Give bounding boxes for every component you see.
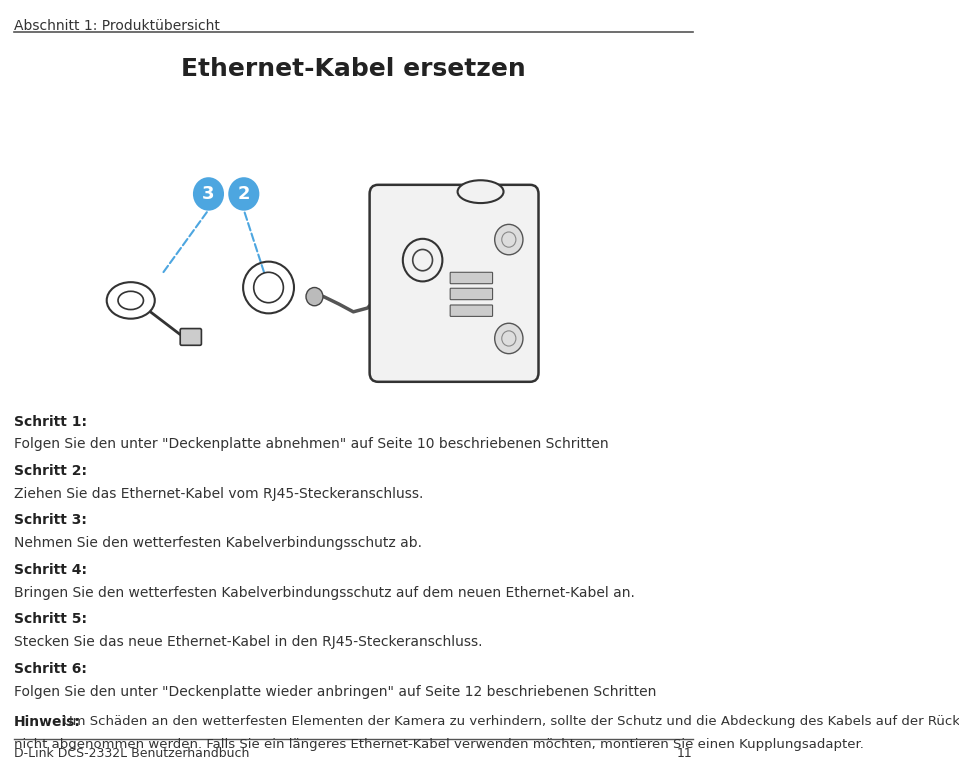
Text: Ziehen Sie das Ethernet-Kabel vom RJ45-Steckeranschluss.: Ziehen Sie das Ethernet-Kabel vom RJ45-S… (14, 487, 424, 501)
Text: Bringen Sie den wetterfesten Kabelverbindungsschutz auf dem neuen Ethernet-Kabel: Bringen Sie den wetterfesten Kabelverbin… (14, 586, 635, 600)
Text: 2: 2 (238, 185, 250, 203)
FancyBboxPatch shape (369, 185, 539, 382)
Circle shape (495, 324, 523, 354)
FancyBboxPatch shape (180, 329, 201, 346)
Text: Ethernet-Kabel ersetzen: Ethernet-Kabel ersetzen (181, 57, 526, 81)
Circle shape (495, 224, 523, 255)
Text: 11: 11 (677, 747, 692, 760)
Text: D-Link DCS-2332L Benutzerhandbuch: D-Link DCS-2332L Benutzerhandbuch (14, 747, 249, 760)
FancyBboxPatch shape (450, 272, 493, 284)
FancyBboxPatch shape (450, 305, 493, 317)
Text: nicht abgenommen werden. Falls Sie ein längeres Ethernet-Kabel verwenden möchten: nicht abgenommen werden. Falls Sie ein l… (14, 738, 864, 751)
Text: Schritt 6:: Schritt 6: (14, 662, 87, 676)
Text: Hinweis:: Hinweis: (14, 715, 81, 729)
Circle shape (193, 177, 224, 211)
Text: Schritt 2:: Schritt 2: (14, 464, 87, 478)
Ellipse shape (457, 180, 503, 203)
Text: Folgen Sie den unter "Deckenplatte wieder anbringen" auf Seite 12 beschriebenen : Folgen Sie den unter "Deckenplatte wiede… (14, 684, 657, 698)
Text: Abschnitt 1: Produktübersicht: Abschnitt 1: Produktübersicht (14, 19, 220, 33)
Text: Schritt 1:: Schritt 1: (14, 414, 87, 429)
Text: Nehmen Sie den wetterfesten Kabelverbindungsschutz ab.: Nehmen Sie den wetterfesten Kabelverbind… (14, 536, 422, 550)
FancyBboxPatch shape (450, 288, 493, 300)
Text: Folgen Sie den unter "Deckenplatte abnehmen" auf Seite 10 beschriebenen Schritte: Folgen Sie den unter "Deckenplatte abneh… (14, 437, 609, 452)
Circle shape (306, 288, 323, 306)
Circle shape (228, 177, 259, 211)
Text: Schritt 3:: Schritt 3: (14, 513, 87, 527)
Text: Um Schäden an den wetterfesten Elementen der Kamera zu verhindern, sollte der Sc: Um Schäden an den wetterfesten Elementen… (63, 715, 959, 728)
Text: Schritt 5:: Schritt 5: (14, 612, 87, 626)
Text: Stecken Sie das neue Ethernet-Kabel in den RJ45-Steckeranschluss.: Stecken Sie das neue Ethernet-Kabel in d… (14, 635, 482, 649)
Text: 3: 3 (202, 185, 215, 203)
Text: Schritt 4:: Schritt 4: (14, 563, 87, 577)
